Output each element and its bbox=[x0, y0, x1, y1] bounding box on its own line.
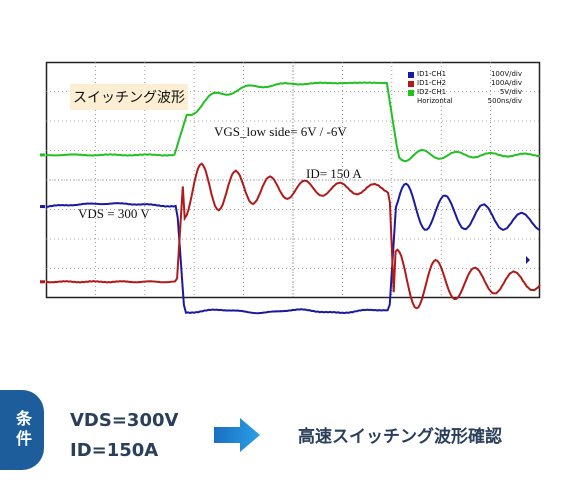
chart-title: スイッチング波形 bbox=[70, 84, 188, 110]
legend-swatch-none bbox=[408, 99, 414, 105]
arrow-right-icon bbox=[214, 418, 260, 452]
marker-id1-ch2 bbox=[40, 280, 45, 284]
annotation-vgs: VGS_low side= 6V / -6V bbox=[214, 124, 347, 139]
legend: ID1-CH1 100V/div ID1-CH2 100A/div ID2-CH… bbox=[408, 70, 522, 106]
annotation-id: ID= 150 A bbox=[306, 166, 362, 181]
trigger-marker-icon bbox=[526, 256, 530, 264]
legend-scale: 5V/div bbox=[499, 88, 522, 96]
legend-item: ID1-CH2 100A/div bbox=[408, 79, 522, 88]
series-line-id2-ch1 bbox=[45, 81, 541, 162]
legend-scale: 500ns/div bbox=[487, 97, 522, 105]
conditions-list: VDS=300V ID=150A bbox=[70, 406, 178, 466]
conditions-badge: 条件 bbox=[0, 390, 44, 470]
result-text: 高速スイッチング波形確認 bbox=[298, 427, 502, 447]
marker-id2-ch1 bbox=[40, 153, 45, 157]
condition-vds: VDS=300V bbox=[70, 410, 179, 431]
series-line-id1-ch1 bbox=[45, 182, 541, 315]
legend-swatch-ch2 bbox=[408, 80, 414, 87]
legend-swatch-id2 bbox=[408, 89, 414, 96]
annotation-vds: VDS = 300 V bbox=[78, 206, 150, 221]
legend-name: ID2-CH1 bbox=[417, 88, 447, 96]
legend-item: Horizontal 500ns/div bbox=[408, 97, 522, 106]
legend-item: ID2-CH1 5V/div bbox=[408, 88, 522, 97]
condition-id: ID=150A bbox=[70, 440, 159, 461]
series-line-id1-ch2 bbox=[45, 162, 541, 310]
legend-scale: 100A/div bbox=[490, 79, 522, 87]
conditions-panel: 条件 VDS=300V ID=150A 高速スイッチング波形確認 bbox=[0, 380, 580, 480]
badge-label: 条件 bbox=[13, 410, 32, 450]
legend-item: ID1-CH1 100V/div bbox=[408, 70, 522, 79]
legend-name: Horizontal bbox=[417, 97, 453, 105]
marker-id1-ch1 bbox=[40, 205, 45, 209]
legend-swatch-ch1 bbox=[408, 71, 414, 78]
legend-scale: 100V/div bbox=[490, 70, 522, 78]
legend-name: ID1-CH2 bbox=[417, 79, 447, 87]
legend-name: ID1-CH1 bbox=[417, 70, 447, 78]
